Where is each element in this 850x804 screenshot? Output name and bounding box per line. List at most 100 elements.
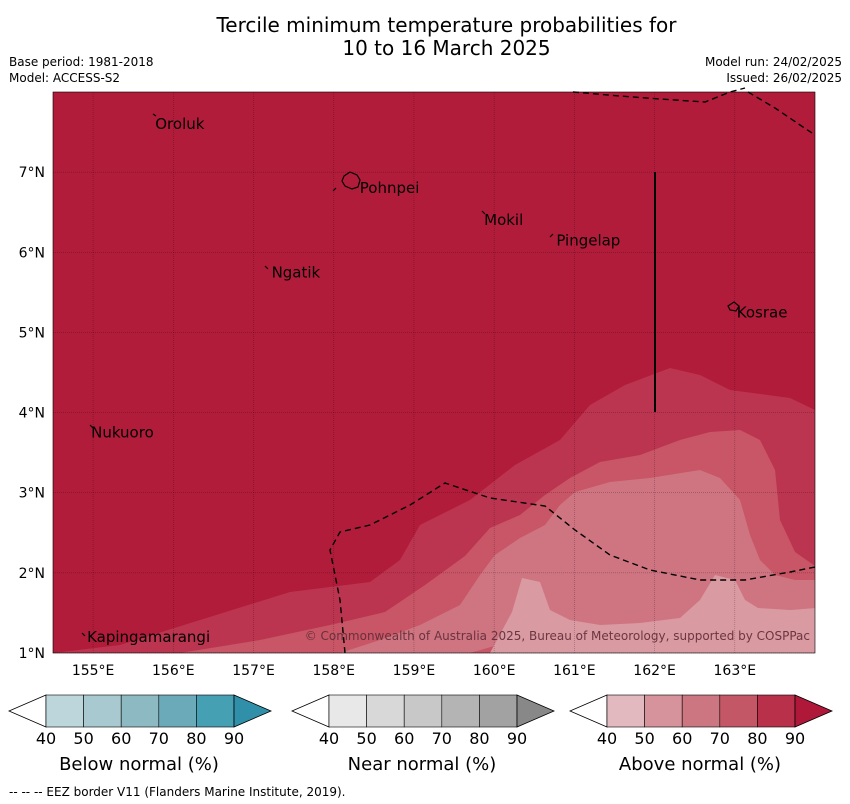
lat-tick-label: 7°N xyxy=(19,165,45,181)
colorbar-tick: 90 xyxy=(506,729,528,748)
colorbar-tick: 60 xyxy=(111,729,132,748)
colorbar-tick: 40 xyxy=(35,729,57,748)
place-label-mokil: Mokil xyxy=(484,211,523,229)
colorbar-3 xyxy=(569,694,833,728)
place-labels: Oroluk Pohnpei Mokil Pingelap Ngatik Kosrae Nu… xyxy=(87,115,787,646)
colorbar-tick: 70 xyxy=(148,729,169,748)
lat-tick-label: 5°N xyxy=(19,325,45,341)
lat-tick-label: 6°N xyxy=(19,245,45,261)
colorbar-cell xyxy=(681,694,721,728)
place-label-oroluk: Oroluk xyxy=(155,115,204,133)
place-label-kosrae: Kosrae xyxy=(737,303,788,321)
issued-date: Issued: 26/02/2025 xyxy=(726,71,842,85)
colorbar-cell xyxy=(196,694,235,728)
oroluk-mark xyxy=(152,113,157,117)
title-line-2: 10 to 16 March 2025 xyxy=(342,36,551,60)
model-name: Model: ACCESS-S2 xyxy=(9,71,121,85)
colorbar-high-arrow xyxy=(794,694,833,728)
longitude-ticks: 155°E 156°E 157°E 158°E 159°E 160°E 161°E 162°E… xyxy=(72,663,756,679)
map: Oroluk Pohnpei Mokil Pingelap Ngatik Kosrae Nu… xyxy=(19,87,816,679)
lon-tick-label: 157°E xyxy=(232,663,275,679)
ngatik-mark xyxy=(264,265,269,270)
colorbar-tick: 50 xyxy=(634,729,655,748)
colorbar-tick: 60 xyxy=(394,729,415,748)
colorbar-tick: 40 xyxy=(318,729,340,748)
lon-tick-label: 161°E xyxy=(553,663,596,679)
colorbar-title: Near normal (%) xyxy=(347,754,497,775)
colorbar-tick: 60 xyxy=(672,729,693,748)
probability-field xyxy=(53,92,815,653)
colorbar-cell xyxy=(45,694,84,728)
lon-tick-label: 160°E xyxy=(473,663,516,679)
colorbar-cell xyxy=(757,694,796,728)
colorbar-title: Below normal (%) xyxy=(59,754,219,775)
colorbar-low-arrow xyxy=(8,694,47,728)
colorbar-cell xyxy=(606,694,645,728)
nukuoro-mark xyxy=(89,424,94,429)
lon-tick-label: 162°E xyxy=(633,663,676,679)
colorbar-tick: 40 xyxy=(596,729,618,748)
colorbar-cell xyxy=(83,694,122,728)
model-run: Model run: 24/02/2025 xyxy=(704,55,842,69)
colorbar-cell xyxy=(328,694,367,728)
mokil-mark xyxy=(481,210,486,215)
colorbar-tick: 90 xyxy=(784,729,806,748)
place-label-kapingamarangi: Kapingamarangi xyxy=(87,628,210,646)
colorbar-cell xyxy=(366,694,405,728)
colorbar-low-arrow xyxy=(569,694,608,728)
colorbar-cell xyxy=(479,694,518,728)
colorbar-title: Above normal (%) xyxy=(618,754,782,775)
colorbar-2 xyxy=(291,694,555,728)
place-label-pingelap: Pingelap xyxy=(556,231,620,249)
meta-right: Model run: 24/02/2025 Issued: 26/02/2025 xyxy=(705,54,842,86)
kapinga-mark xyxy=(81,632,86,637)
lat-tick-label: 4°N xyxy=(19,406,45,422)
eez-borders xyxy=(329,87,816,654)
colorbar-high-arrow xyxy=(516,694,555,728)
pohnpei-outline xyxy=(341,171,361,190)
lon-tick-label: 163°E xyxy=(714,663,757,679)
colorbar-cell xyxy=(158,694,197,728)
colorbar-tick: 80 xyxy=(469,729,490,748)
chart-title: Tercile minimum temperature probabilitie… xyxy=(0,14,850,60)
lon-tick-label: 158°E xyxy=(312,663,355,679)
kosrae-outline xyxy=(727,301,740,312)
colorbar-cell xyxy=(441,694,480,728)
colorbar-tick: 90 xyxy=(223,729,245,748)
lon-tick-label: 159°E xyxy=(393,663,436,679)
colorbar-tick: 50 xyxy=(73,729,94,748)
region-above-50 xyxy=(490,575,815,653)
eez-footnote: -- -- -- EEZ border V11 (Flanders Marine… xyxy=(9,785,346,799)
colorbar-cell xyxy=(719,694,758,728)
lon-tick-label: 156°E xyxy=(152,663,195,679)
eez-border-northeast xyxy=(747,91,816,136)
eez-border-north xyxy=(572,87,746,103)
place-label-ngatik: Ngatik xyxy=(272,263,321,281)
lat-tick-label: 3°N xyxy=(19,486,45,502)
map-frame xyxy=(52,91,816,654)
title-line-1: Tercile minimum temperature probabilitie… xyxy=(216,13,677,37)
colorbar-cell xyxy=(644,694,683,728)
colorbar-tick: 80 xyxy=(747,729,768,748)
place-label-nukuoro: Nukuoro xyxy=(91,424,154,442)
pohnpei-mark xyxy=(332,187,337,192)
colorbar-cell xyxy=(403,694,443,728)
meta-left: Base period: 1981-2018 Model: ACCESS-S2 xyxy=(9,54,154,86)
island-outlines xyxy=(81,113,740,637)
lat-tick-label: 1°N xyxy=(19,646,45,662)
eez-border-south xyxy=(329,482,816,654)
place-label-pohnpei: Pohnpei xyxy=(360,179,420,197)
colorbar-high-arrow xyxy=(233,694,272,728)
colorbar-tick: 50 xyxy=(356,729,377,748)
lon-tick-label: 155°E xyxy=(72,663,115,679)
lat-tick-label: 2°N xyxy=(19,566,45,582)
copyright-text: © Commonwealth of Australia 2025, Bureau… xyxy=(305,629,810,643)
base-period: Base period: 1981-2018 xyxy=(9,55,154,69)
colorbar-tick: 70 xyxy=(431,729,452,748)
colorbar-1 xyxy=(8,694,272,728)
colorbar-cell xyxy=(120,694,160,728)
latitude-ticks: 1°N 2°N 3°N 4°N 5°N 6°N 7°N xyxy=(19,165,45,662)
colorbar-tick: 80 xyxy=(186,729,207,748)
colorbar-low-arrow xyxy=(291,694,330,728)
pingelap-mark xyxy=(549,233,554,238)
